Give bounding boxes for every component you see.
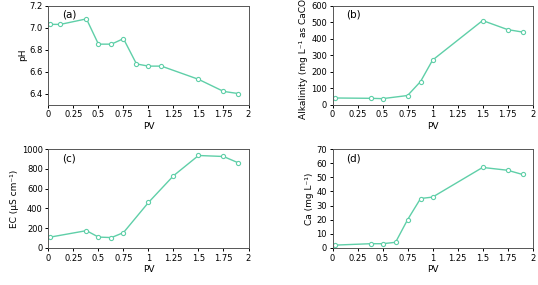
X-axis label: PV: PV	[143, 122, 154, 131]
Y-axis label: pH: pH	[18, 49, 27, 61]
X-axis label: PV: PV	[427, 265, 438, 274]
Y-axis label: Alkalinity (mg L⁻¹ as CaCO₃): Alkalinity (mg L⁻¹ as CaCO₃)	[299, 0, 308, 119]
Y-axis label: EC (μS cm⁻¹): EC (μS cm⁻¹)	[10, 169, 19, 228]
Y-axis label: Ca (mg L⁻¹): Ca (mg L⁻¹)	[305, 172, 314, 225]
X-axis label: PV: PV	[143, 265, 154, 274]
Text: (a): (a)	[62, 10, 77, 20]
Text: (c): (c)	[62, 153, 76, 163]
Text: (d): (d)	[346, 153, 361, 163]
X-axis label: PV: PV	[427, 122, 438, 131]
Text: (b): (b)	[346, 10, 361, 20]
